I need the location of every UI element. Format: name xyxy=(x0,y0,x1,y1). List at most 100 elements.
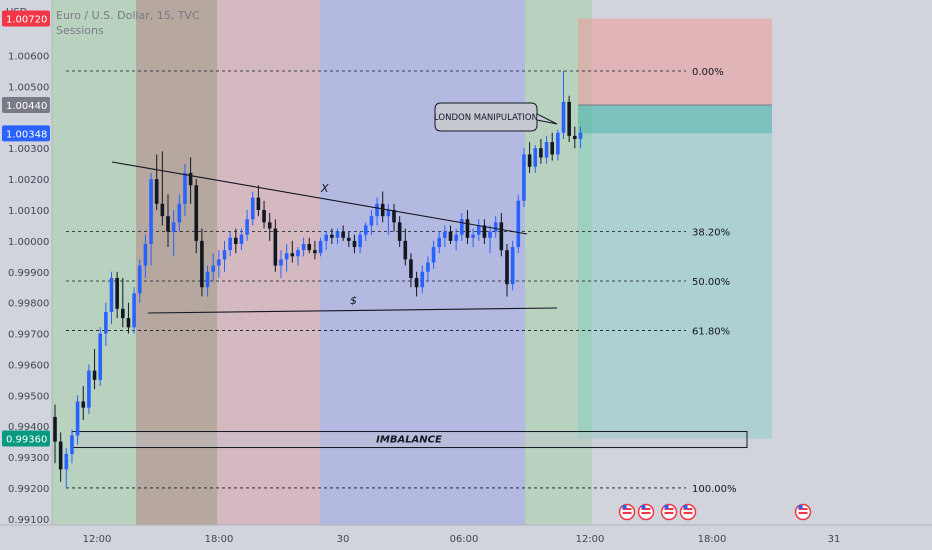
candle-body xyxy=(426,262,430,272)
us-flag-stripe xyxy=(798,508,808,510)
candle-body xyxy=(250,197,255,220)
candle-body xyxy=(200,240,204,288)
candle-body xyxy=(460,219,464,235)
fib-label: 100.00% xyxy=(692,484,737,495)
candle-body xyxy=(493,222,498,232)
candle-body xyxy=(397,222,402,241)
price-badge-label: 1.00440 xyxy=(6,101,47,112)
candle-body xyxy=(578,132,583,139)
candle-body xyxy=(98,333,102,380)
candle-body xyxy=(335,231,340,238)
price-badge[interactable] xyxy=(2,125,50,142)
candle-body xyxy=(516,200,521,248)
candle-body xyxy=(443,231,447,238)
price-tick: 0.99700 xyxy=(8,330,49,341)
candle-body xyxy=(533,148,538,167)
candle-body xyxy=(352,240,357,248)
indicator-title[interactable]: Sessions xyxy=(56,24,104,37)
candle-body xyxy=(239,234,244,244)
price-badge[interactable] xyxy=(2,430,50,447)
candle-body xyxy=(104,311,108,334)
candle-body xyxy=(403,240,408,260)
open-pnl-zone xyxy=(578,105,772,134)
imbalance-label: IMBALANCE xyxy=(376,435,442,446)
time-tick: 31 xyxy=(828,534,841,545)
candle-body xyxy=(392,210,396,223)
fib-label: 38.20% xyxy=(692,228,730,239)
candle-body xyxy=(375,203,379,217)
callout-text: LONDON MANIPULATION xyxy=(434,113,538,123)
price-tick: 0.99500 xyxy=(8,391,49,402)
candle-body xyxy=(448,231,453,241)
us-flag-canton xyxy=(683,505,688,509)
candle-body xyxy=(409,259,413,278)
candle-body xyxy=(471,234,475,238)
price-tick: 0.99900 xyxy=(8,268,49,279)
price-tick: 0.99600 xyxy=(8,360,49,371)
candle-body xyxy=(476,225,481,235)
price-badge[interactable] xyxy=(2,97,50,113)
candle-body xyxy=(194,185,199,241)
time-tick: 18:00 xyxy=(205,534,234,545)
session-backgrounds xyxy=(52,0,932,525)
candle-body xyxy=(488,231,492,238)
price-tick: 0.99400 xyxy=(8,422,49,433)
us-flag-stripe xyxy=(798,512,808,514)
candle-body xyxy=(437,237,441,248)
candle-body xyxy=(154,179,159,204)
candle-body xyxy=(522,154,526,201)
candle-body xyxy=(92,370,97,380)
candle-body xyxy=(273,228,278,266)
candle-body xyxy=(126,318,131,328)
candle-body xyxy=(505,250,509,285)
us-flag-canton xyxy=(622,505,627,509)
time-tick: 12:00 xyxy=(576,534,605,545)
price-tick: 1.00000 xyxy=(8,237,49,248)
us-flag-stripe xyxy=(664,508,674,510)
triangle-top-label: X xyxy=(320,182,329,195)
symbol-title[interactable]: Euro / U.S. Dollar, 15, TVC xyxy=(56,9,200,22)
candle-body xyxy=(234,237,238,244)
manipulation-callout: LONDON MANIPULATION xyxy=(434,102,558,132)
stop-loss-zone[interactable] xyxy=(578,18,772,105)
candle-body xyxy=(386,210,391,217)
price-badge-label: 1.00720 xyxy=(6,15,47,26)
price-badge-label: 1.00348 xyxy=(6,129,47,140)
price-badge[interactable] xyxy=(2,10,50,27)
candle-body xyxy=(510,247,515,285)
session-pink xyxy=(217,0,320,525)
price-tick: 1.00600 xyxy=(8,52,49,63)
triangle-lower-line[interactable] xyxy=(147,307,558,314)
callout-bubble[interactable] xyxy=(434,102,558,132)
us-flag-stripe xyxy=(664,512,674,514)
economic-events xyxy=(618,503,812,521)
candle-body xyxy=(262,210,266,223)
candle-body xyxy=(482,225,487,238)
candle-body xyxy=(166,216,170,232)
candle-body xyxy=(188,172,193,186)
triangle-upper-line[interactable] xyxy=(111,161,528,235)
us-flag-canton xyxy=(641,505,646,509)
candle-body xyxy=(363,225,368,235)
candle-body xyxy=(205,271,210,288)
candle-body xyxy=(149,179,153,244)
candle-body xyxy=(121,308,125,319)
candle-body xyxy=(211,265,215,272)
take-profit-zone[interactable] xyxy=(578,105,772,439)
fib-label: 61.80% xyxy=(692,326,730,337)
candle-body xyxy=(527,154,532,167)
candle-body xyxy=(420,271,425,288)
time-axis-bg xyxy=(0,525,932,550)
candlesticks xyxy=(53,71,583,488)
candle-body xyxy=(318,240,323,254)
candle-body xyxy=(222,250,227,260)
candle-body xyxy=(380,203,385,217)
us-flag-canton xyxy=(664,505,669,509)
candle-body xyxy=(313,250,317,254)
price-tick: 1.00200 xyxy=(8,175,49,186)
candle-body xyxy=(341,231,345,238)
candle-body xyxy=(324,234,328,241)
candle-body xyxy=(284,253,289,260)
